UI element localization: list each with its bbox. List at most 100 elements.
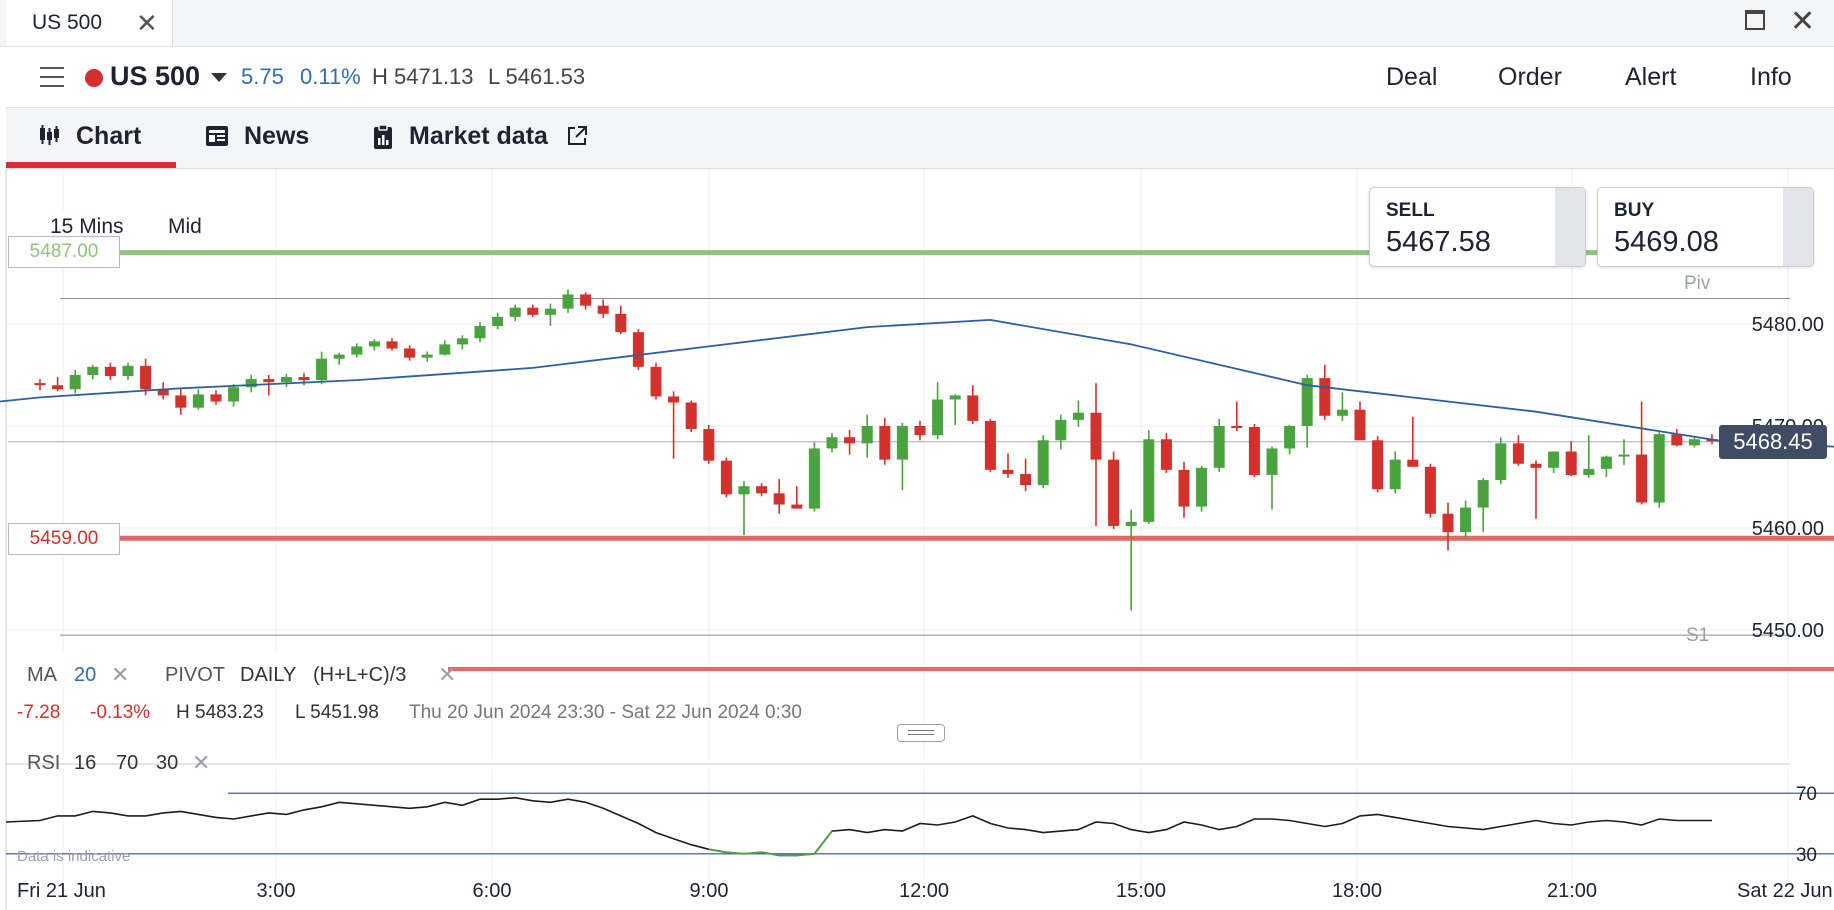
candle-body	[1636, 454, 1648, 503]
candle-body	[280, 377, 292, 383]
candle-body	[1319, 378, 1331, 416]
y-tick-label: 5480.00	[1752, 314, 1824, 336]
candle-body	[316, 358, 328, 381]
candle-body	[1090, 412, 1102, 460]
candle-body	[1002, 469, 1014, 474]
candle-body	[1424, 466, 1436, 514]
candle-body	[1460, 507, 1472, 533]
candle-body	[1442, 513, 1454, 533]
pivot-formula[interactable]: (H+L+C)/3	[313, 664, 407, 686]
candle-body	[157, 389, 169, 396]
candle-body	[351, 346, 363, 355]
info-button[interactable]: Info	[1750, 63, 1792, 91]
deal-button[interactable]: Deal	[1386, 63, 1438, 91]
candle-body	[368, 341, 380, 347]
candle-body	[333, 354, 345, 359]
ma-period[interactable]: 20	[74, 664, 97, 686]
candle-body	[949, 395, 961, 400]
lower-alert-label[interactable]: 5459.00	[8, 523, 120, 555]
candle-body	[668, 396, 680, 403]
buy-button[interactable]: BUY 5469.08	[1597, 187, 1814, 267]
remove-pivot-icon[interactable]: ✕	[438, 662, 457, 687]
candle-body	[228, 387, 240, 402]
y-tick-label: 5450.00	[1752, 620, 1824, 642]
candle-body	[967, 395, 979, 421]
chevron-down-icon[interactable]	[211, 73, 227, 82]
candle-body	[580, 294, 592, 306]
candle-body	[527, 307, 539, 315]
upper-alert-label[interactable]: 5487.00	[8, 236, 120, 268]
tab-us500[interactable]	[6, 0, 173, 46]
instrument-name[interactable]: US 500	[110, 61, 201, 91]
hamburger-menu-icon[interactable]	[40, 67, 64, 87]
candle-body	[1407, 459, 1419, 467]
sell-label: SELL	[1386, 200, 1435, 221]
candle-body	[175, 395, 187, 408]
candle-body	[738, 486, 750, 495]
y-tick-label: 5460.00	[1752, 518, 1824, 540]
x-tick-label: Sat 22 Jun	[1737, 880, 1833, 902]
chart-levels	[6, 250, 1834, 765]
s1-label: S1	[1686, 625, 1710, 646]
external-link-icon[interactable]	[566, 125, 588, 152]
x-tick-label: 21:00	[1547, 880, 1597, 902]
candle-body	[896, 426, 908, 460]
tab-title[interactable]: US 500	[32, 11, 103, 34]
ma-label[interactable]: MA	[27, 664, 57, 686]
candle-body	[509, 307, 521, 317]
tab-close-icon[interactable]: ✕	[136, 8, 158, 38]
candle-body	[492, 316, 504, 327]
x-tick-label: 3:00	[257, 880, 296, 902]
rsi-label[interactable]: RSI	[27, 752, 61, 774]
pivot-indicator-label[interactable]: PIVOT	[165, 664, 226, 686]
window-close-icon[interactable]: ✕	[1790, 5, 1816, 38]
candle-body	[1389, 459, 1401, 490]
summary-high: H 5483.23	[176, 702, 264, 723]
x-tick-label: 9:00	[690, 880, 729, 902]
rsi-lower[interactable]: 30	[156, 752, 179, 774]
moving-average-series	[0, 318, 1834, 448]
candle-body	[1583, 468, 1595, 475]
candle-body	[1618, 454, 1630, 457]
candle-body	[210, 394, 222, 402]
day-low: L 5461.53	[488, 64, 586, 89]
price-change-percent: 0.11%	[300, 64, 361, 89]
maximize-icon[interactable]	[1745, 10, 1765, 30]
candle-body	[984, 420, 996, 470]
candle-body	[1178, 469, 1190, 507]
x-tick-label: 12:00	[899, 880, 949, 902]
tab-chart[interactable]: Chart	[76, 122, 142, 150]
tab-market-data[interactable]: Market data	[409, 122, 548, 150]
candle-body	[720, 460, 732, 495]
buy-label: BUY	[1614, 200, 1655, 221]
candle-body	[861, 426, 873, 444]
candle-body	[1477, 480, 1489, 508]
x-tick-label: Fri 21 Jun	[17, 880, 106, 902]
remove-ma-icon[interactable]: ✕	[111, 662, 130, 687]
candle-body	[1372, 440, 1384, 490]
panel-resize-handle[interactable]	[897, 724, 945, 742]
remove-rsi-icon[interactable]: ✕	[192, 750, 211, 775]
candle-body	[914, 426, 926, 436]
pivot-period[interactable]: DAILY	[240, 664, 297, 686]
candle-body	[140, 365, 152, 390]
sell-price: 5467.58	[1386, 226, 1491, 258]
rsi-upper[interactable]: 70	[116, 752, 139, 774]
sell-button[interactable]: SELL 5467.58	[1369, 187, 1586, 267]
candle-body	[1160, 439, 1172, 470]
candle-body	[1688, 439, 1700, 446]
candle-body	[544, 308, 556, 315]
price-mode-selector[interactable]: Mid	[158, 213, 212, 241]
candle-body	[52, 385, 64, 390]
candle-body	[1354, 409, 1366, 441]
alert-button[interactable]: Alert	[1625, 63, 1677, 91]
candle-body	[650, 366, 662, 397]
rsi-period[interactable]: 16	[74, 752, 97, 774]
candle-body	[1600, 456, 1612, 469]
tab-news[interactable]: News	[244, 122, 310, 150]
x-tick-label: 18:00	[1332, 880, 1382, 902]
candle-body	[932, 399, 944, 436]
order-button[interactable]: Order	[1498, 63, 1562, 91]
candle-body	[456, 338, 468, 345]
